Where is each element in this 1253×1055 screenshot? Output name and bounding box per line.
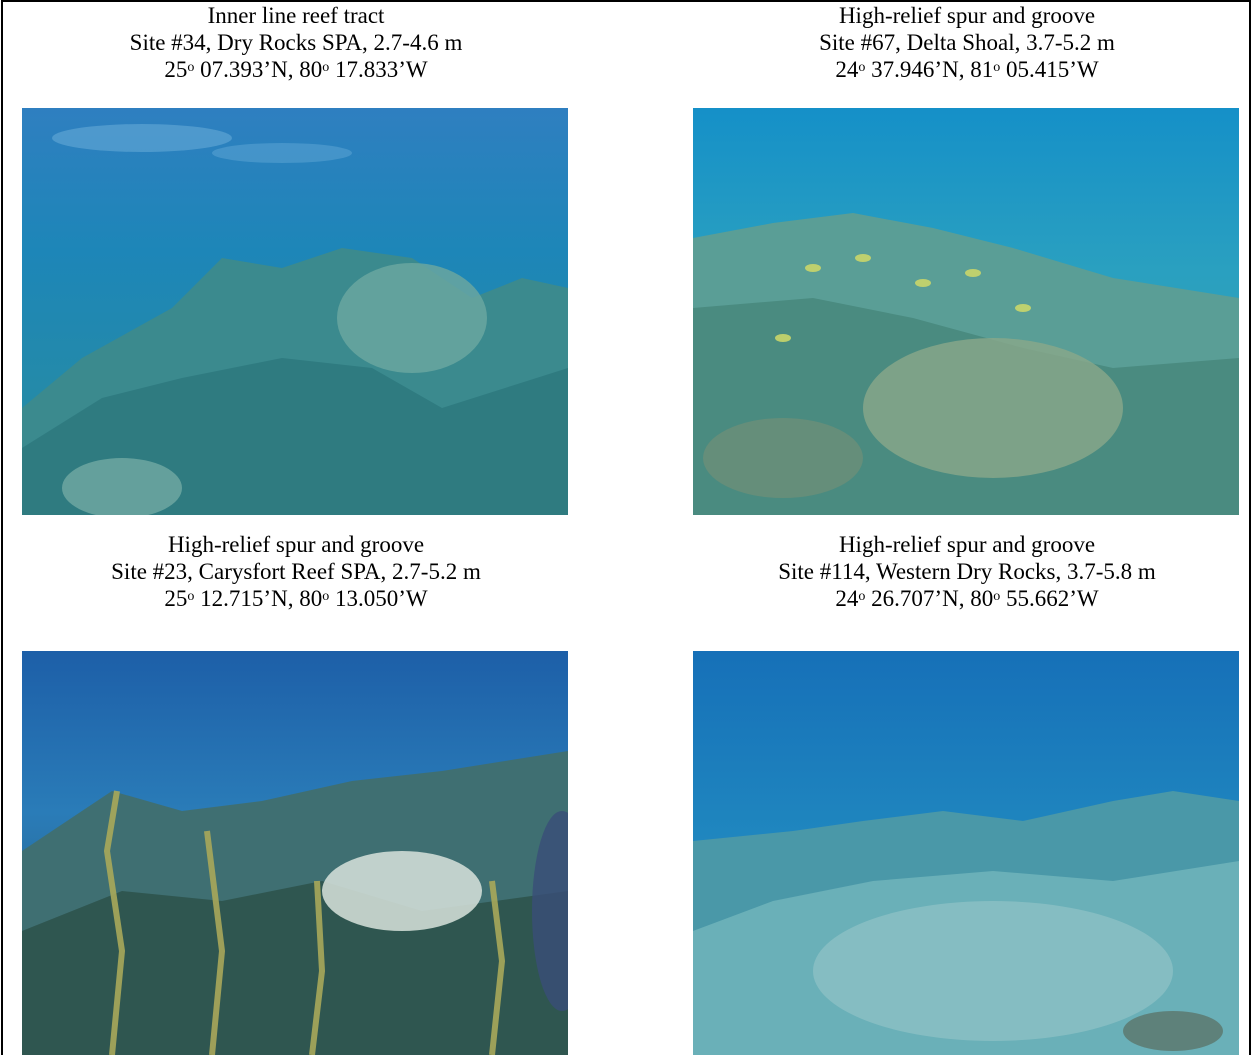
panel-4-site: Site #114, Western Dry Rocks, 3.7-5.8 m: [778, 559, 1156, 584]
panel-4-coordinates: 24o 26.707’N, 80o 55.662’W: [835, 586, 1099, 611]
panel-3-site: Site #23, Carysfort Reef SPA, 2.7-5.2 m: [111, 559, 481, 584]
panel-4-caption: High-relief spur and groove Site #114, W…: [687, 531, 1247, 612]
panel-2-photo: [693, 108, 1239, 515]
panel-4-photo: [693, 651, 1239, 1055]
underwater-reef-photo-icon: [693, 108, 1239, 515]
panel-2-habitat: High-relief spur and groove: [838, 3, 1096, 28]
panel-3-habitat: High-relief spur and groove: [167, 532, 425, 557]
panel-3-photo: [22, 651, 568, 1055]
panel-1-site: Site #34, Dry Rocks SPA, 2.7-4.6 m: [129, 30, 463, 55]
panel-4-habitat: High-relief spur and groove: [838, 532, 1096, 557]
panel-1-habitat: Inner line reef tract: [207, 3, 385, 28]
panel-2-site: Site #67, Delta Shoal, 3.7-5.2 m: [819, 30, 1115, 55]
panel-3-caption: High-relief spur and groove Site #23, Ca…: [16, 531, 576, 612]
panel-2-coordinates: 24o 37.946’N, 81o 05.415’W: [835, 57, 1099, 82]
panel-3-coordinates: 25o 12.715’N, 80o 13.050’W: [164, 586, 428, 611]
underwater-reef-photo-icon: [22, 108, 568, 515]
panel-2-caption: High-relief spur and groove Site #67, De…: [687, 2, 1247, 83]
underwater-reef-photo-icon: [22, 651, 568, 1055]
panel-1-caption: Inner line reef tract Site #34, Dry Rock…: [16, 2, 576, 83]
panel-1-coordinates: 25o 07.393’N, 80o 17.833’W: [164, 57, 428, 82]
underwater-reef-photo-icon: [693, 651, 1239, 1055]
panel-1-photo: [22, 108, 568, 515]
